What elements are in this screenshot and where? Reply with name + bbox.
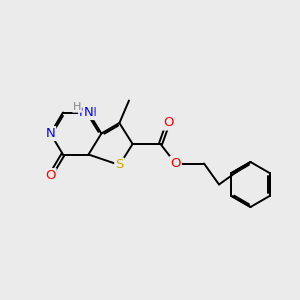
Text: N: N	[84, 106, 93, 119]
Text: O: O	[45, 169, 56, 182]
Text: O: O	[163, 116, 173, 130]
Text: O: O	[170, 157, 181, 170]
Text: N: N	[46, 127, 55, 140]
Text: NH: NH	[79, 106, 98, 119]
Text: H: H	[73, 102, 81, 112]
Text: S: S	[115, 158, 124, 172]
